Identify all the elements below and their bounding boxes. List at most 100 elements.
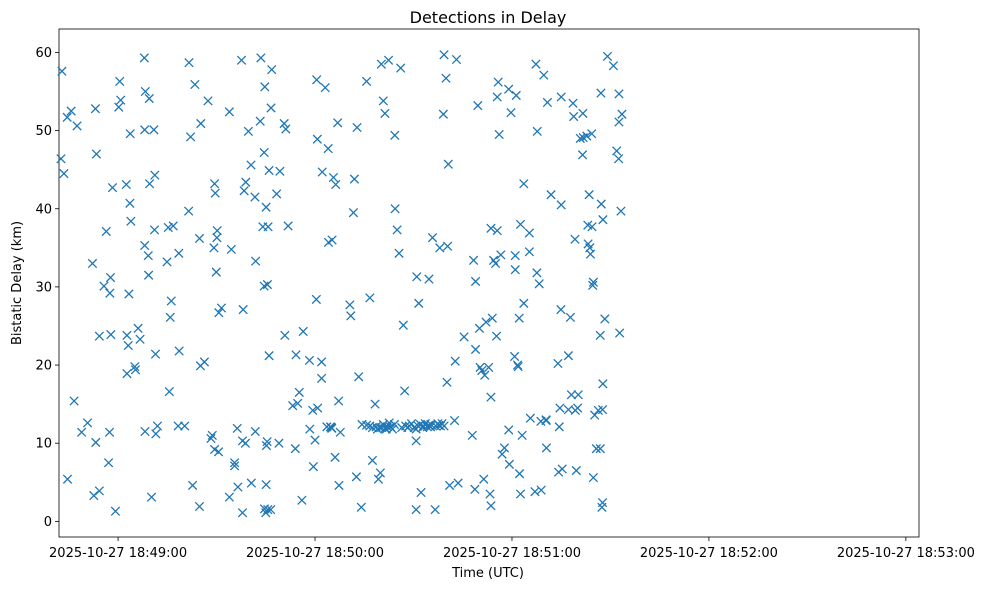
data-point xyxy=(334,396,344,406)
data-point xyxy=(214,308,224,318)
data-point xyxy=(484,362,494,373)
data-point xyxy=(352,122,362,133)
data-point xyxy=(212,225,222,236)
data-point xyxy=(346,311,356,321)
data-point xyxy=(130,365,141,375)
data-point xyxy=(250,192,260,202)
data-point xyxy=(261,202,271,212)
data-point xyxy=(524,228,535,238)
data-point xyxy=(304,355,315,366)
data-point xyxy=(370,399,380,409)
data-point xyxy=(327,235,337,245)
data-point xyxy=(125,129,135,139)
data-point xyxy=(398,320,408,330)
data-point xyxy=(534,279,544,289)
data-point xyxy=(101,226,111,237)
y-tick-label: 50 xyxy=(35,124,52,139)
data-point xyxy=(595,444,605,454)
data-point xyxy=(616,206,626,216)
data-point xyxy=(486,501,496,511)
data-point xyxy=(519,179,529,189)
data-point xyxy=(94,331,105,341)
data-point xyxy=(57,66,67,76)
data-point xyxy=(568,98,578,108)
data-point xyxy=(226,244,236,255)
data-point xyxy=(439,421,449,431)
data-point xyxy=(494,129,504,140)
data-point xyxy=(232,423,242,434)
data-point xyxy=(541,415,551,425)
data-point xyxy=(164,386,174,397)
data-point xyxy=(546,190,556,200)
data-point xyxy=(513,361,523,372)
data-point xyxy=(613,154,624,164)
data-point xyxy=(531,59,541,69)
data-point xyxy=(105,288,115,298)
data-point xyxy=(571,465,581,476)
data-point xyxy=(311,294,322,305)
data-point xyxy=(587,222,597,232)
data-point xyxy=(453,478,463,488)
data-point xyxy=(144,179,155,189)
data-point xyxy=(510,250,520,261)
data-point xyxy=(312,134,322,144)
data-point xyxy=(90,104,101,114)
data-point xyxy=(305,424,315,434)
data-point xyxy=(216,303,227,313)
data-point xyxy=(241,177,251,187)
data-point xyxy=(224,492,235,502)
data-point xyxy=(597,497,608,508)
data-point xyxy=(94,486,105,496)
data-point xyxy=(575,133,585,144)
data-point xyxy=(243,126,254,137)
data-point xyxy=(387,424,398,434)
data-point xyxy=(66,106,76,116)
data-point xyxy=(229,458,240,468)
data-point xyxy=(470,276,481,287)
data-point xyxy=(323,143,333,154)
data-point xyxy=(91,149,102,159)
data-point xyxy=(541,443,552,453)
data-point xyxy=(121,179,131,190)
data-point xyxy=(168,221,178,231)
data-point xyxy=(238,304,248,315)
data-point xyxy=(412,272,422,282)
y-tick-label: 60 xyxy=(35,46,52,61)
data-point xyxy=(124,289,134,299)
data-point xyxy=(479,474,489,484)
data-point xyxy=(499,443,510,453)
data-point xyxy=(274,438,284,448)
data-point xyxy=(449,415,460,426)
data-point xyxy=(588,277,599,287)
x-tick-label: 2025-10-27 18:51:00 xyxy=(443,546,581,561)
data-point xyxy=(514,469,525,479)
data-point xyxy=(509,351,520,362)
x-tick-label: 2025-10-27 18:50:00 xyxy=(246,546,384,561)
data-point xyxy=(519,298,529,308)
data-point xyxy=(262,279,273,290)
data-point xyxy=(577,150,588,160)
data-point xyxy=(566,390,577,400)
data-point xyxy=(600,314,610,324)
data-point xyxy=(140,240,150,251)
data-point xyxy=(557,464,567,474)
x-axis: 2025-10-27 18:49:00 2025-10-27 18:50:00 20… xyxy=(49,537,975,561)
data-point xyxy=(72,121,82,131)
y-tick-label: 40 xyxy=(35,202,52,217)
data-point xyxy=(361,76,372,87)
data-point xyxy=(439,50,449,60)
data-point xyxy=(105,272,116,283)
data-point xyxy=(166,296,176,306)
data-point xyxy=(442,377,452,387)
data-point xyxy=(237,508,248,518)
data-point xyxy=(556,304,566,315)
data-point xyxy=(312,75,322,85)
data-point xyxy=(143,250,153,261)
data-point xyxy=(261,479,271,490)
data-point xyxy=(146,492,157,502)
data-point xyxy=(345,300,355,310)
data-point xyxy=(375,468,386,478)
data-point xyxy=(260,82,270,92)
x-tick-label: 2025-10-27 18:52:00 xyxy=(640,546,778,561)
